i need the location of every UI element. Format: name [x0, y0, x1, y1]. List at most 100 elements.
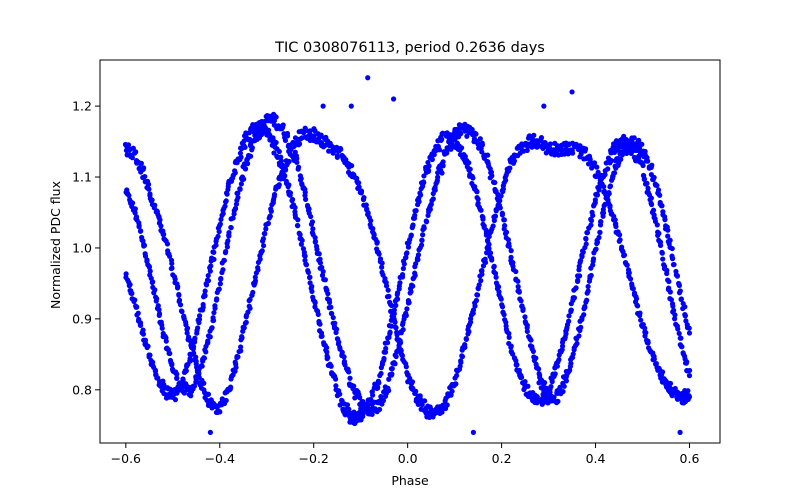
data-point [648, 200, 654, 206]
data-point [196, 313, 203, 319]
data-point [682, 304, 688, 310]
data-point [422, 398, 428, 404]
outlier-point [320, 103, 326, 109]
data-point [399, 271, 406, 278]
data-point [667, 289, 673, 295]
data-point [132, 206, 138, 212]
data-point [235, 194, 241, 201]
data-point [125, 142, 132, 148]
data-point [241, 325, 247, 331]
data-point [389, 366, 395, 372]
data-point [618, 156, 624, 162]
data-point [506, 243, 512, 249]
data-point [602, 172, 608, 178]
data-point [548, 384, 554, 390]
outlier-point [365, 75, 371, 81]
data-point [473, 297, 480, 304]
data-point [501, 312, 507, 318]
data-point [182, 367, 188, 374]
data-point [174, 388, 181, 394]
data-point [582, 146, 589, 153]
data-point [581, 312, 587, 318]
data-point [660, 256, 666, 262]
data-point [260, 243, 267, 249]
data-point [601, 183, 607, 190]
data-point [222, 203, 228, 209]
data-point [184, 325, 191, 331]
data-point [201, 380, 207, 386]
data-point [383, 345, 389, 352]
data-point [318, 132, 324, 138]
data-point [619, 248, 626, 254]
data-point [559, 147, 565, 153]
data-point [525, 143, 531, 149]
data-point [295, 217, 301, 223]
data-point [572, 285, 579, 292]
data-point [360, 196, 367, 202]
y-tick-label: 0.9 [72, 311, 92, 326]
data-point [420, 232, 426, 238]
data-point [211, 310, 217, 316]
data-point [322, 277, 328, 283]
data-point [594, 164, 600, 170]
data-points [122, 75, 693, 435]
data-point [635, 153, 642, 160]
data-point [137, 322, 144, 329]
data-point [440, 163, 446, 169]
data-point [213, 297, 220, 303]
data-point [232, 205, 239, 212]
data-point [466, 160, 472, 166]
data-point [174, 375, 180, 381]
data-point [169, 362, 175, 368]
data-point [312, 235, 318, 241]
data-point [133, 149, 139, 155]
data-point [557, 384, 563, 390]
data-point [312, 299, 318, 305]
data-point [489, 173, 495, 179]
data-point [212, 303, 218, 309]
chart-title: TIC 0308076113, period 0.2636 days [274, 40, 545, 56]
outlier-point [541, 103, 547, 109]
data-point [616, 232, 623, 238]
data-point [176, 292, 182, 298]
data-point [479, 268, 485, 274]
data-point [677, 288, 683, 294]
data-point [423, 218, 429, 224]
data-point [589, 209, 595, 215]
data-point [545, 393, 551, 400]
data-point [408, 381, 415, 387]
outlier-point [677, 429, 683, 435]
data-point [248, 153, 254, 159]
y-tick-label: 1.0 [72, 240, 92, 255]
data-point [376, 251, 382, 257]
data-point [287, 192, 293, 198]
data-point [577, 257, 584, 264]
data-point [444, 402, 450, 408]
y-tick-label: 1.2 [72, 99, 92, 114]
data-point [376, 406, 383, 413]
data-point [686, 373, 693, 379]
data-point [554, 363, 560, 369]
data-point [141, 242, 148, 249]
data-point [479, 149, 485, 155]
data-point [211, 256, 217, 262]
data-point [347, 375, 353, 381]
data-point [273, 139, 279, 146]
data-point [506, 165, 512, 172]
data-point [678, 343, 685, 350]
data-point [223, 397, 229, 404]
data-point [129, 155, 135, 161]
data-point [479, 142, 485, 148]
data-point [397, 280, 403, 286]
data-point [516, 289, 522, 295]
data-point [201, 387, 207, 393]
data-point [181, 390, 187, 396]
data-point [309, 219, 316, 225]
data-point [505, 237, 511, 243]
data-point [565, 151, 571, 157]
data-point [127, 281, 133, 288]
data-point [387, 329, 393, 335]
data-point [298, 175, 304, 182]
data-point [217, 409, 223, 415]
data-point [346, 369, 352, 375]
